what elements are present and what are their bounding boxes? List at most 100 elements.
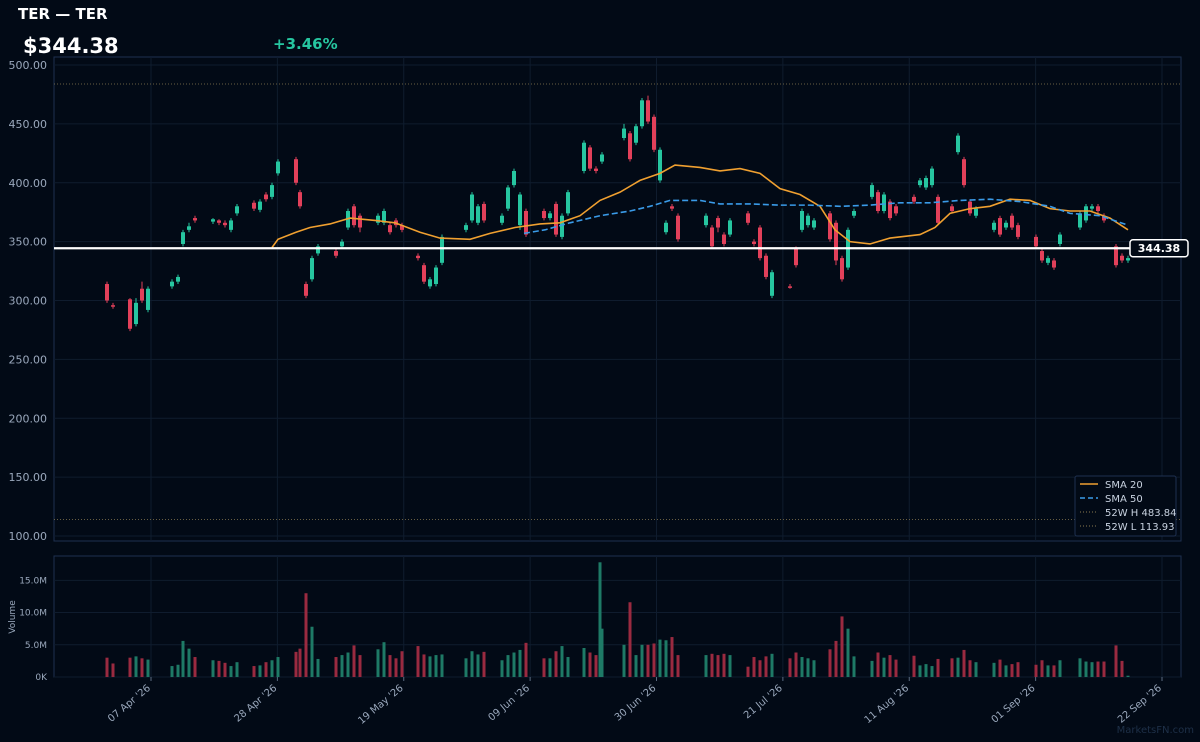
price-tick-label: 350.00 <box>9 236 48 249</box>
price-tick-label: 250.00 <box>9 353 48 366</box>
volume-bar <box>382 642 386 677</box>
volume-bar <box>298 648 302 677</box>
volume-bar <box>658 639 662 677</box>
candle-body <box>352 206 356 226</box>
volume-bar <box>464 658 468 677</box>
volume-bar <box>764 656 768 677</box>
candle-body <box>640 100 644 127</box>
volume-bar <box>105 657 109 677</box>
volume-bar <box>358 655 362 677</box>
candle-body <box>1096 206 1100 212</box>
volume-y-axis: 15.0M 10.0M 5.0M 0K <box>19 576 48 683</box>
volume-tick-label: 5.0M <box>25 641 47 651</box>
volume-bar <box>652 643 656 677</box>
volume-bar <box>340 655 344 677</box>
candle-body <box>870 185 874 197</box>
candle-body <box>128 299 132 329</box>
candle-body <box>1058 234 1062 244</box>
candle-body <box>646 100 650 122</box>
volume-bar <box>181 640 185 677</box>
volume-bar <box>270 660 274 677</box>
volume-bar <box>422 654 426 677</box>
volume-bar <box>930 666 934 677</box>
candle-body <box>482 203 486 221</box>
candle-body <box>252 202 256 209</box>
candle-body <box>187 226 191 230</box>
volume-bar <box>258 665 262 677</box>
volume-bar <box>217 660 221 677</box>
volume-bar <box>128 657 132 677</box>
volume-bar <box>560 646 564 677</box>
candle-body <box>105 284 109 301</box>
candle-body <box>434 267 438 285</box>
candle-body <box>382 211 386 223</box>
volume-bar <box>794 652 798 677</box>
candle-body <box>524 211 528 235</box>
x-tick-label: 07 Apr '26 <box>106 683 153 725</box>
candle-body <box>634 126 638 143</box>
volume-bar <box>800 657 804 677</box>
volume-bar <box>722 653 726 677</box>
candle-body <box>470 194 474 221</box>
candle-body <box>542 211 546 219</box>
watermark: MarketsFN.com <box>1116 725 1194 736</box>
candle-body <box>294 159 298 183</box>
volume-bar <box>876 652 880 677</box>
candle-body <box>229 220 233 230</box>
candle-body <box>728 220 732 235</box>
candle-body <box>276 161 280 174</box>
volume-panel <box>53 555 1182 678</box>
candle-body <box>670 206 674 209</box>
volume-bar <box>476 654 480 677</box>
candle-body <box>968 201 972 214</box>
volume-bar <box>1102 661 1106 677</box>
volume-bar <box>950 658 954 677</box>
candle-body <box>882 194 886 212</box>
candle-body <box>710 227 714 247</box>
candle-body <box>676 215 680 240</box>
volume-bar <box>664 640 668 677</box>
candle-body <box>930 168 934 186</box>
candle-body <box>770 272 774 296</box>
volume-bar <box>176 664 180 677</box>
volume-bar <box>600 628 604 677</box>
candle-body <box>416 255 420 259</box>
volume-bar <box>434 655 438 677</box>
volume-bar <box>598 562 602 677</box>
volume-bar <box>1058 660 1062 677</box>
candle-body <box>924 178 928 188</box>
candle-body <box>1126 258 1130 261</box>
price-tick-label: 100.00 <box>9 530 48 543</box>
volume-bar <box>211 660 215 677</box>
candle-body <box>834 222 838 261</box>
legend-label-52w-high: 52W H 483.84 <box>1105 508 1176 519</box>
volume-bar <box>548 658 552 677</box>
price-tick-label: 400.00 <box>9 177 48 190</box>
candle-body <box>170 281 174 287</box>
candle-body <box>594 168 598 171</box>
price-y-axis: 500.00 450.00 400.00 350.00 300.00 250.00 200.… <box>9 59 48 543</box>
candle-body <box>1010 215 1014 228</box>
volume-bar <box>770 653 774 677</box>
volume-bar <box>716 655 720 677</box>
volume-bar <box>894 659 898 677</box>
volume-bar <box>1120 660 1124 677</box>
candle-body <box>1084 206 1088 221</box>
volume-bar <box>828 649 832 677</box>
candle-body <box>270 185 274 197</box>
x-axis: 07 Apr '26 28 Apr '26 19 May '26 09 Jun '26… <box>106 677 1164 727</box>
volume-bar <box>670 637 674 677</box>
candle-body <box>1090 206 1094 209</box>
candle-body <box>211 219 215 222</box>
volume-bar <box>834 640 838 677</box>
volume-bar <box>170 666 174 677</box>
volume-bar <box>506 655 510 677</box>
candle-body <box>304 284 308 296</box>
candle-body <box>316 246 320 254</box>
candle-body <box>388 225 392 233</box>
volume-bar <box>440 654 444 677</box>
last-price-label: 344.38 <box>1138 242 1180 255</box>
volume-bar <box>646 644 650 677</box>
volume-bar <box>812 660 816 677</box>
legend-label-52w-low: 52W L 113.93 <box>1105 522 1175 533</box>
